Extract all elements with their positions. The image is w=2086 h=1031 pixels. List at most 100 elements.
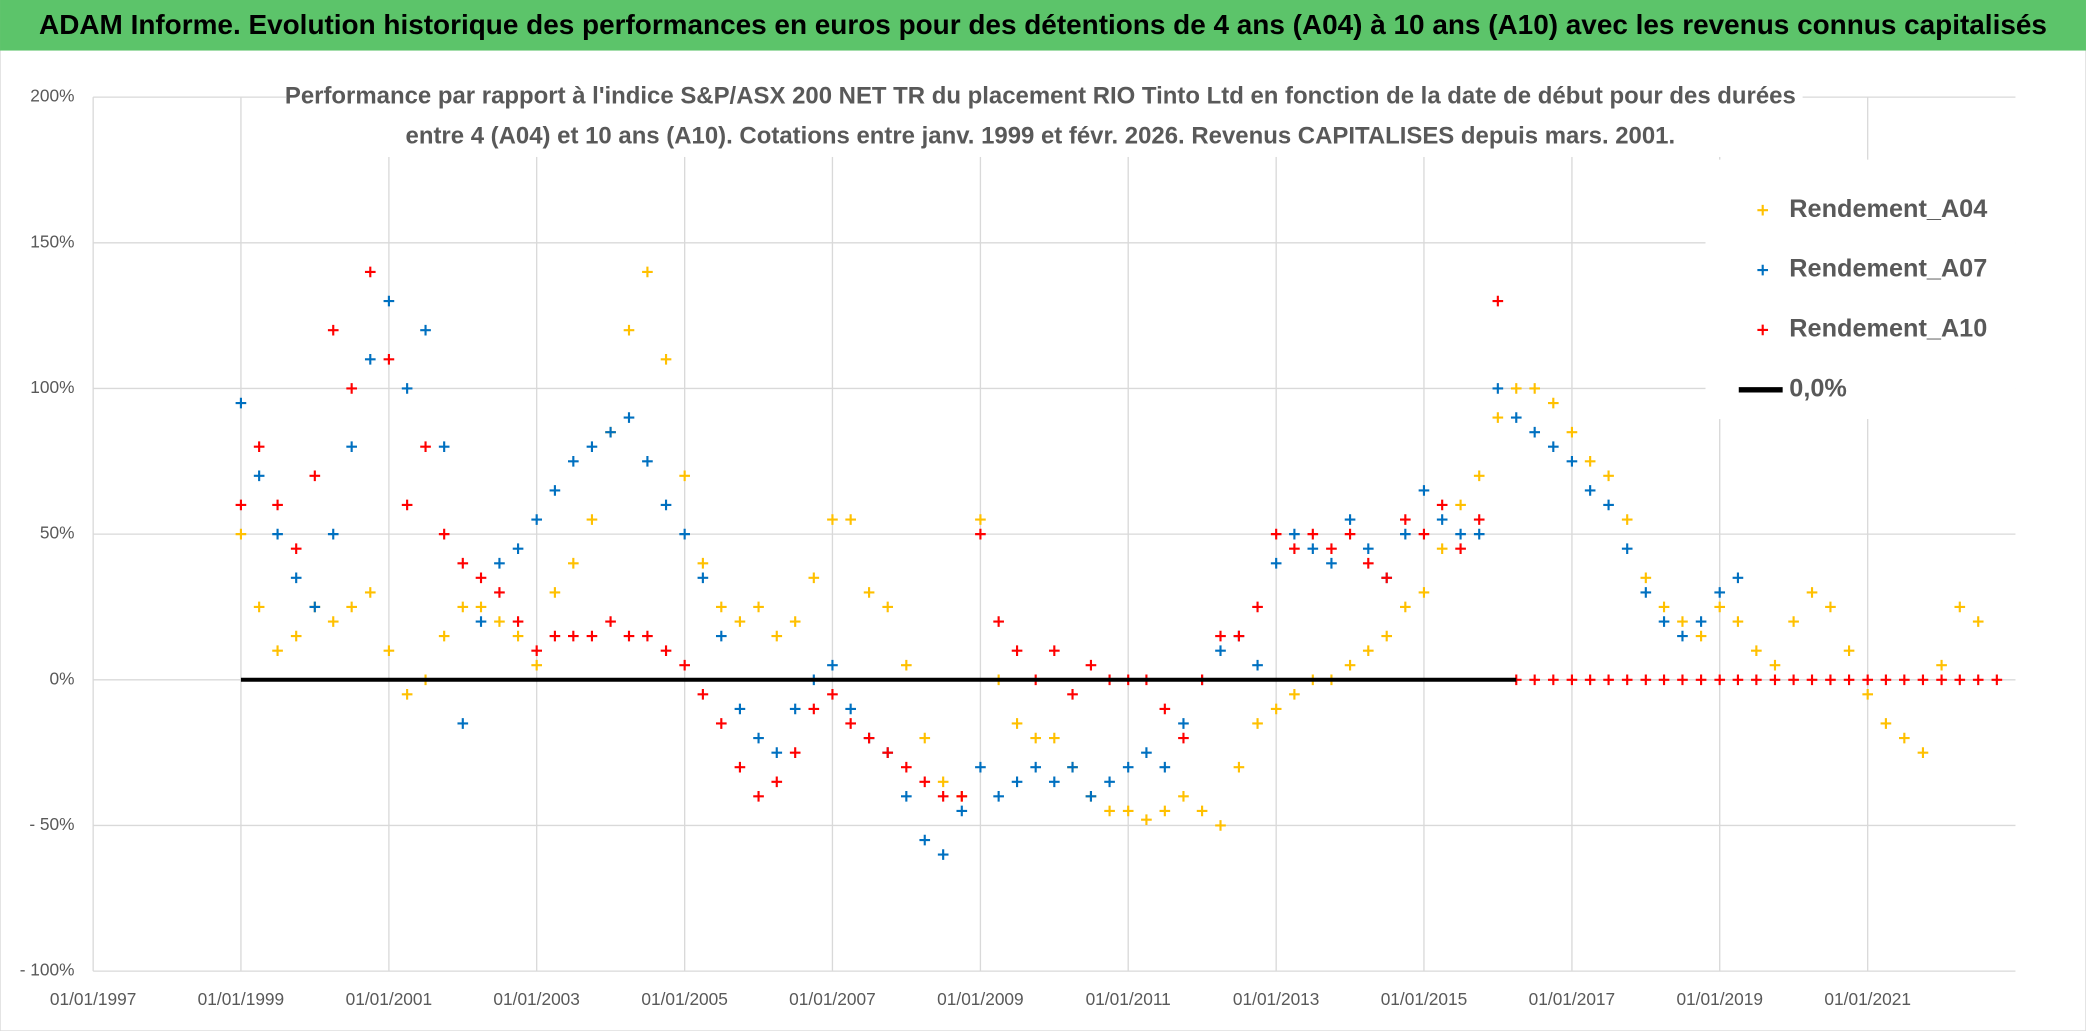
point bbox=[586, 441, 598, 453]
point bbox=[1862, 674, 1874, 686]
point bbox=[1289, 528, 1300, 540]
point bbox=[1067, 689, 1078, 700]
point bbox=[919, 776, 931, 788]
point bbox=[1196, 805, 1208, 817]
point bbox=[549, 630, 561, 642]
point bbox=[272, 645, 283, 656]
point bbox=[715, 601, 727, 613]
point bbox=[1917, 674, 1929, 686]
point bbox=[1233, 761, 1245, 773]
point bbox=[401, 689, 413, 700]
point bbox=[1917, 747, 1929, 758]
point bbox=[586, 514, 598, 525]
point bbox=[1880, 718, 1892, 729]
point bbox=[660, 353, 672, 365]
point bbox=[1806, 674, 1818, 686]
point bbox=[1584, 485, 1596, 496]
point bbox=[1566, 455, 1578, 467]
point bbox=[753, 601, 764, 613]
point bbox=[1048, 732, 1060, 744]
point bbox=[697, 557, 709, 569]
point bbox=[494, 557, 505, 569]
point bbox=[863, 732, 875, 744]
point bbox=[937, 849, 949, 860]
point bbox=[1455, 543, 1466, 555]
legend-label: Rendement_A04 bbox=[1789, 195, 1987, 223]
chart-title: entre 4 (A04) et 10 ans (A10). Cotations… bbox=[406, 122, 1676, 149]
point bbox=[1529, 426, 1541, 438]
x-tick-label: 01/01/1997 bbox=[50, 989, 136, 1009]
point bbox=[734, 703, 746, 715]
point bbox=[438, 630, 450, 642]
point bbox=[1252, 601, 1263, 613]
point bbox=[1270, 703, 1282, 715]
point bbox=[1492, 295, 1504, 307]
point bbox=[1769, 674, 1781, 686]
point bbox=[1473, 514, 1485, 525]
point bbox=[1547, 441, 1559, 453]
point bbox=[1030, 732, 1042, 744]
point bbox=[568, 630, 579, 642]
point bbox=[975, 528, 986, 540]
point bbox=[715, 718, 727, 729]
point bbox=[845, 718, 856, 729]
point bbox=[272, 528, 283, 540]
x-tick-label: 01/01/1999 bbox=[198, 989, 285, 1009]
point bbox=[1048, 645, 1060, 656]
point bbox=[475, 601, 487, 613]
point bbox=[438, 441, 450, 453]
point bbox=[753, 791, 764, 802]
point bbox=[1899, 674, 1910, 686]
x-tick-label: 01/01/2021 bbox=[1824, 989, 1911, 1009]
point bbox=[309, 601, 321, 613]
point bbox=[1825, 674, 1836, 686]
point bbox=[605, 426, 616, 438]
point bbox=[808, 572, 820, 584]
point bbox=[1344, 514, 1356, 525]
point bbox=[1714, 601, 1726, 613]
point bbox=[1658, 674, 1670, 686]
point bbox=[1159, 761, 1171, 773]
point bbox=[1381, 572, 1393, 584]
point bbox=[623, 630, 635, 642]
x-tick-label: 01/01/2015 bbox=[1381, 989, 1468, 1009]
point bbox=[512, 543, 524, 555]
point bbox=[272, 499, 283, 511]
point bbox=[1418, 528, 1430, 540]
point bbox=[327, 324, 339, 336]
point bbox=[1862, 689, 1874, 700]
point bbox=[623, 324, 635, 336]
point bbox=[623, 412, 635, 423]
point bbox=[1178, 732, 1189, 744]
point bbox=[290, 543, 302, 555]
point bbox=[235, 397, 247, 409]
point bbox=[715, 630, 727, 642]
point bbox=[679, 470, 690, 482]
point bbox=[771, 747, 783, 758]
point bbox=[420, 441, 431, 453]
point bbox=[1252, 718, 1263, 729]
point bbox=[1104, 776, 1115, 788]
point bbox=[531, 645, 543, 656]
point bbox=[1011, 645, 1023, 656]
point bbox=[475, 572, 487, 584]
legend-marker bbox=[1757, 324, 1769, 336]
y-tick-label: - 50% bbox=[29, 814, 74, 834]
point bbox=[1400, 601, 1411, 613]
point bbox=[863, 587, 875, 598]
y-tick-label: 200% bbox=[30, 86, 74, 106]
point bbox=[1825, 601, 1836, 613]
point bbox=[290, 630, 302, 642]
plot-area bbox=[235, 266, 2003, 860]
point bbox=[1400, 528, 1411, 540]
point bbox=[789, 703, 801, 715]
point bbox=[808, 703, 820, 715]
point bbox=[457, 718, 469, 729]
point bbox=[1991, 674, 2003, 686]
point bbox=[1640, 587, 1652, 598]
point bbox=[1547, 674, 1559, 686]
point bbox=[1178, 718, 1189, 729]
point bbox=[1455, 528, 1466, 540]
point bbox=[401, 383, 413, 394]
point bbox=[827, 659, 838, 671]
